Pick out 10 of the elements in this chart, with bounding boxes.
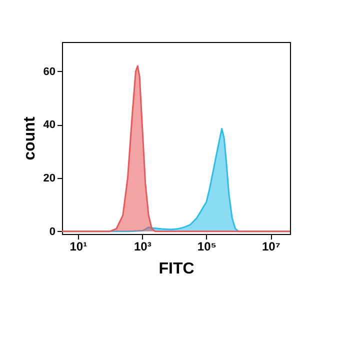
x-tick-label: 10³ xyxy=(134,240,152,254)
y-tick-label: 60 xyxy=(43,66,56,78)
y-tick-label: 20 xyxy=(43,172,56,184)
y-tick-label: 40 xyxy=(43,119,56,132)
x-axis-title: FITC xyxy=(158,260,195,278)
y-tick-label: 0 xyxy=(49,226,56,238)
x-tick-label: 10⁷ xyxy=(262,240,280,254)
y-axis-title: count xyxy=(21,116,38,160)
x-tick-label: 10¹ xyxy=(70,240,88,254)
x-tick-label: 10⁵ xyxy=(197,240,216,254)
